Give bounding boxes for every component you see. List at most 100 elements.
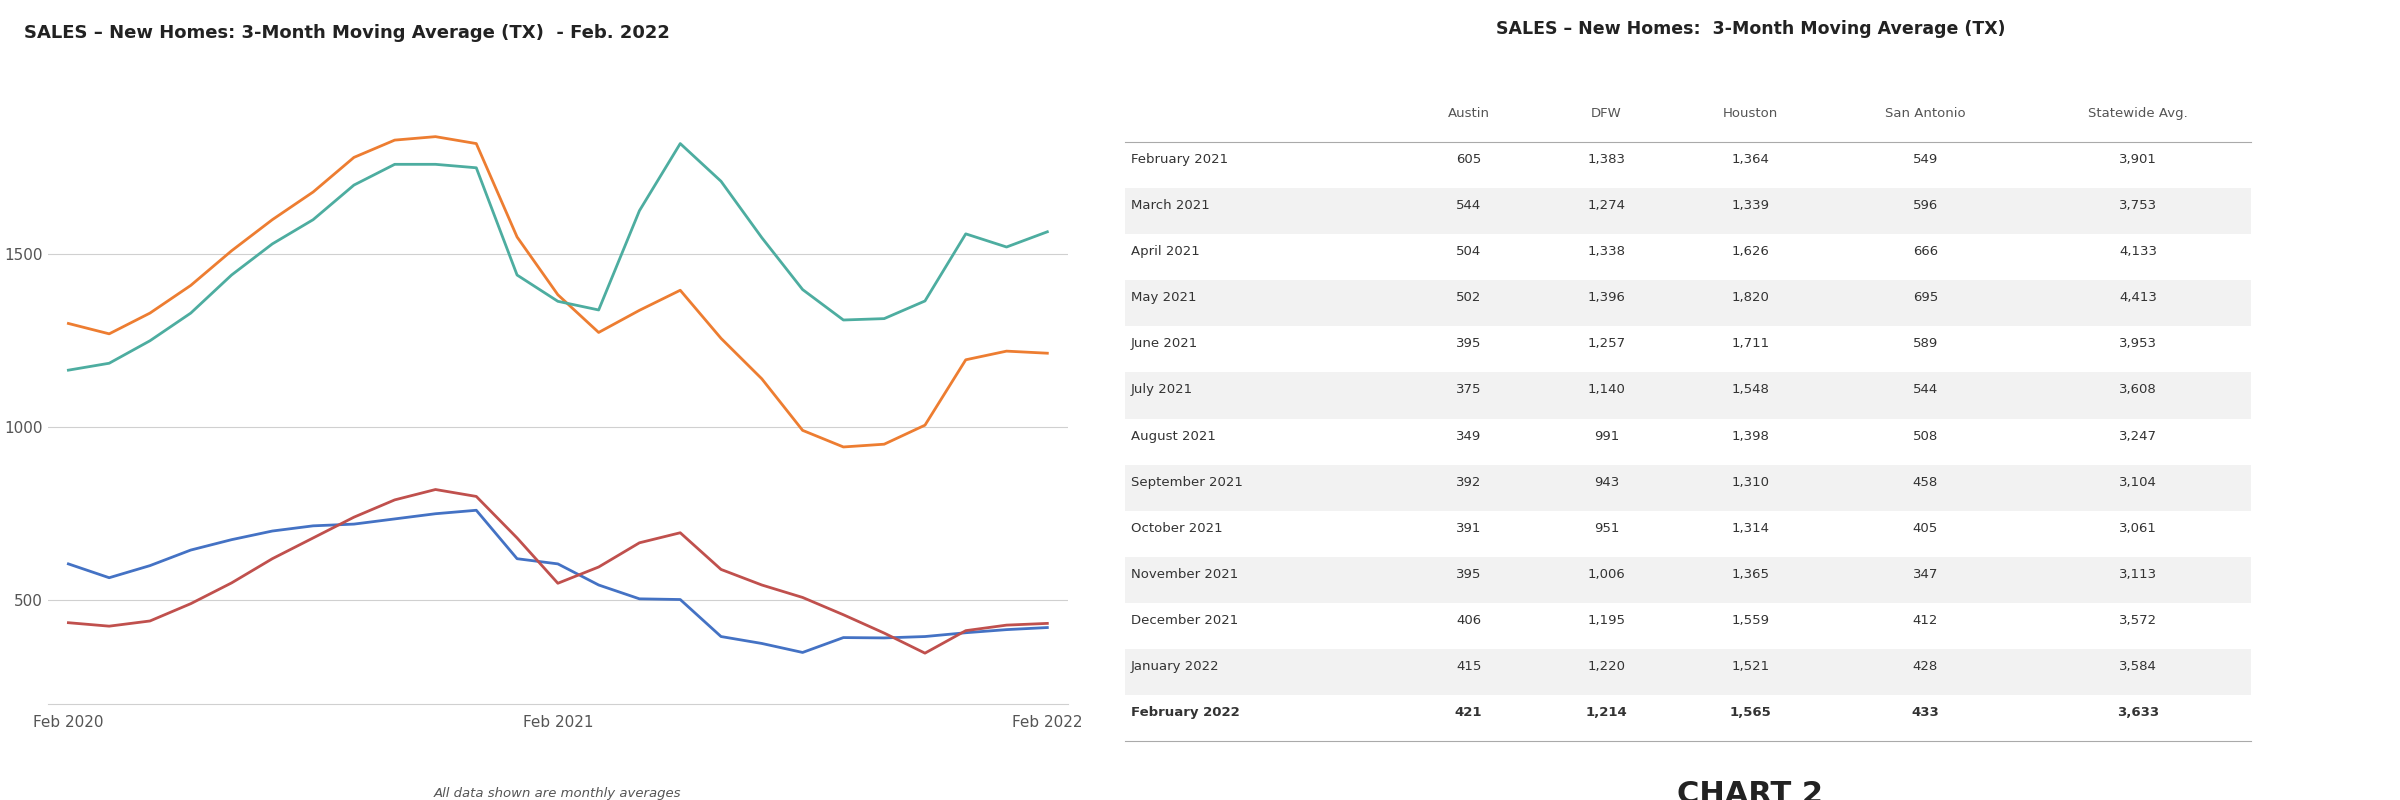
FancyBboxPatch shape: [1826, 603, 2026, 649]
FancyBboxPatch shape: [1126, 695, 1399, 741]
FancyBboxPatch shape: [1675, 326, 1826, 373]
FancyBboxPatch shape: [1126, 603, 1399, 649]
FancyBboxPatch shape: [1675, 234, 1826, 280]
FancyBboxPatch shape: [1538, 603, 1675, 649]
Text: 1,711: 1,711: [1730, 338, 1769, 350]
Text: July 2021: July 2021: [1130, 383, 1193, 397]
Text: September 2021: September 2021: [1130, 476, 1243, 489]
FancyBboxPatch shape: [1675, 465, 1826, 510]
FancyBboxPatch shape: [1675, 510, 1826, 557]
Text: 596: 596: [1913, 199, 1939, 212]
Text: 391: 391: [1457, 522, 1481, 534]
FancyBboxPatch shape: [1538, 96, 1675, 142]
FancyBboxPatch shape: [1126, 418, 1399, 465]
Text: 951: 951: [1594, 522, 1620, 534]
FancyBboxPatch shape: [1126, 557, 1399, 603]
Text: 395: 395: [1457, 568, 1481, 581]
FancyBboxPatch shape: [1399, 373, 1538, 418]
FancyBboxPatch shape: [1538, 142, 1675, 188]
FancyBboxPatch shape: [1826, 373, 2026, 418]
FancyBboxPatch shape: [1399, 234, 1538, 280]
Text: Houston: Houston: [1723, 107, 1778, 120]
Text: May 2021: May 2021: [1130, 291, 1195, 304]
Text: 1,383: 1,383: [1586, 153, 1625, 166]
Text: 395: 395: [1457, 338, 1481, 350]
FancyBboxPatch shape: [1126, 373, 1399, 418]
FancyBboxPatch shape: [1399, 418, 1538, 465]
FancyBboxPatch shape: [1538, 373, 1675, 418]
FancyBboxPatch shape: [1399, 96, 1538, 142]
Text: 943: 943: [1594, 476, 1620, 489]
Text: 3,608: 3,608: [2119, 383, 2158, 397]
Text: 4,413: 4,413: [2119, 291, 2158, 304]
Text: 666: 666: [1913, 246, 1939, 258]
Text: 1,195: 1,195: [1586, 614, 1625, 627]
FancyBboxPatch shape: [1399, 557, 1538, 603]
Text: 1,559: 1,559: [1730, 614, 1769, 627]
FancyBboxPatch shape: [1538, 280, 1675, 326]
Text: 3,104: 3,104: [2119, 476, 2158, 489]
FancyBboxPatch shape: [1675, 418, 1826, 465]
FancyBboxPatch shape: [2026, 326, 2251, 373]
FancyBboxPatch shape: [1399, 695, 1538, 741]
FancyBboxPatch shape: [2026, 510, 2251, 557]
Text: 589: 589: [1913, 338, 1939, 350]
Text: 412: 412: [1913, 614, 1939, 627]
Text: 544: 544: [1913, 383, 1939, 397]
Text: 421: 421: [1454, 706, 1483, 719]
FancyBboxPatch shape: [1826, 418, 2026, 465]
Text: 1,257: 1,257: [1586, 338, 1625, 350]
FancyBboxPatch shape: [1675, 557, 1826, 603]
Text: 1,565: 1,565: [1730, 706, 1771, 719]
Text: 1,365: 1,365: [1730, 568, 1769, 581]
FancyBboxPatch shape: [1675, 373, 1826, 418]
FancyBboxPatch shape: [1826, 188, 2026, 234]
Text: 1,521: 1,521: [1730, 660, 1769, 673]
Text: October 2021: October 2021: [1130, 522, 1222, 534]
Text: CHART 2: CHART 2: [1678, 779, 1824, 800]
FancyBboxPatch shape: [1399, 142, 1538, 188]
FancyBboxPatch shape: [1126, 280, 1399, 326]
Text: 1,626: 1,626: [1730, 246, 1769, 258]
FancyBboxPatch shape: [1399, 280, 1538, 326]
FancyBboxPatch shape: [1399, 326, 1538, 373]
Text: 347: 347: [1913, 568, 1939, 581]
Text: 549: 549: [1913, 153, 1939, 166]
FancyBboxPatch shape: [1126, 649, 1399, 695]
FancyBboxPatch shape: [1826, 280, 2026, 326]
FancyBboxPatch shape: [2026, 234, 2251, 280]
FancyBboxPatch shape: [2026, 373, 2251, 418]
Text: 1,548: 1,548: [1730, 383, 1769, 397]
FancyBboxPatch shape: [1826, 557, 2026, 603]
Text: 433: 433: [1910, 706, 1939, 719]
Text: 3,953: 3,953: [2119, 338, 2158, 350]
Text: April 2021: April 2021: [1130, 246, 1200, 258]
FancyBboxPatch shape: [1675, 649, 1826, 695]
Text: 605: 605: [1457, 153, 1481, 166]
FancyBboxPatch shape: [2026, 280, 2251, 326]
Text: 544: 544: [1457, 199, 1481, 212]
FancyBboxPatch shape: [1675, 188, 1826, 234]
FancyBboxPatch shape: [1538, 695, 1675, 741]
Text: 349: 349: [1457, 430, 1481, 442]
Text: August 2021: August 2021: [1130, 430, 1217, 442]
FancyBboxPatch shape: [1826, 326, 2026, 373]
FancyBboxPatch shape: [1126, 188, 1399, 234]
Text: 3,247: 3,247: [2119, 430, 2158, 442]
Text: 508: 508: [1913, 430, 1939, 442]
Text: SALES – New Homes:  3-Month Moving Average (TX): SALES – New Homes: 3-Month Moving Averag…: [1495, 20, 2004, 38]
FancyBboxPatch shape: [1399, 510, 1538, 557]
FancyBboxPatch shape: [1126, 510, 1399, 557]
Text: February 2022: February 2022: [1130, 706, 1238, 719]
Text: February 2021: February 2021: [1130, 153, 1229, 166]
FancyBboxPatch shape: [1538, 326, 1675, 373]
Text: March 2021: March 2021: [1130, 199, 1210, 212]
Text: 1,220: 1,220: [1586, 660, 1625, 673]
Text: 1,314: 1,314: [1730, 522, 1769, 534]
FancyBboxPatch shape: [1399, 465, 1538, 510]
Text: December 2021: December 2021: [1130, 614, 1238, 627]
Text: 375: 375: [1457, 383, 1481, 397]
Text: 1,006: 1,006: [1586, 568, 1625, 581]
Text: 1,274: 1,274: [1586, 199, 1625, 212]
Text: 3,061: 3,061: [2119, 522, 2158, 534]
